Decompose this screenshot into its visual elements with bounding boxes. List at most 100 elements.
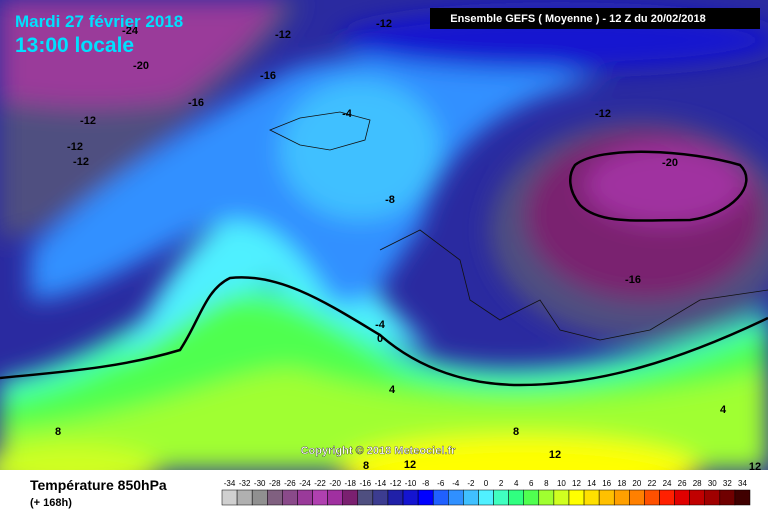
scale-swatch <box>508 489 524 506</box>
contour-label: -12 <box>73 156 89 168</box>
contour-label: 8 <box>513 426 519 438</box>
contour-label: -12 <box>67 141 83 153</box>
contour-label: -16 <box>625 274 641 286</box>
scale-label: 20 <box>632 479 641 488</box>
contour-label: 0 <box>377 333 383 345</box>
contour-label: -24 <box>122 25 139 37</box>
scale-label: -2 <box>467 479 475 488</box>
contour-label: -12 <box>275 29 291 41</box>
scale-swatch <box>644 489 660 506</box>
scale-swatch <box>523 489 540 506</box>
scale-swatch <box>221 489 238 506</box>
scale-label: -32 <box>239 479 251 488</box>
scale-swatch <box>613 489 630 506</box>
minus20-isotherm <box>569 150 748 222</box>
scale-label: -30 <box>254 479 266 488</box>
field-title: Température 850hPa <box>30 477 167 493</box>
local-time: 13:00 locale <box>15 34 134 57</box>
contour-label: -12 <box>80 115 96 127</box>
scale-swatch <box>674 489 690 506</box>
scale-label: 12 <box>572 479 581 488</box>
scale-swatch <box>553 489 570 506</box>
contour-label: -16 <box>260 70 276 82</box>
scale-swatch <box>734 489 751 506</box>
scale-swatch <box>478 489 494 506</box>
scale-label: 14 <box>587 479 596 488</box>
contour-label: 8 <box>363 460 369 472</box>
scale-swatch <box>297 489 313 506</box>
contour-label: 12 <box>549 449 561 461</box>
contour-label: -12 <box>595 108 611 120</box>
date: Mardi 27 février 2018 <box>15 12 183 31</box>
scale-label: 32 <box>723 479 732 488</box>
zero-isotherm <box>0 276 768 387</box>
scale-label: 30 <box>708 479 717 488</box>
contour-label: 12 <box>749 461 761 473</box>
scale-label: 34 <box>738 479 747 488</box>
scale-label: -28 <box>269 479 281 488</box>
scale-swatch <box>342 489 359 506</box>
scale-swatch <box>583 489 600 506</box>
scale-swatch <box>236 489 253 506</box>
scale-label: -16 <box>360 479 372 488</box>
scale-swatch <box>629 489 645 506</box>
scale-swatch <box>312 489 328 506</box>
scale-swatch <box>267 489 283 506</box>
scale-label: 26 <box>678 479 687 488</box>
scale-swatch <box>357 489 374 506</box>
scale-swatch <box>719 489 736 506</box>
scale-swatch <box>689 489 705 506</box>
scale-label: -8 <box>422 479 430 488</box>
contour-label: 8 <box>55 426 61 438</box>
color-scale: -34 -32 -30 -28 -26 -24 -22 -20 -18 -16 -14 -12 -10-… <box>221 479 751 506</box>
scale-swatch <box>327 489 343 506</box>
scale-label: 6 <box>529 479 534 488</box>
scale-label: 10 <box>557 479 566 488</box>
scale-label: -4 <box>452 479 460 488</box>
scale-label: -24 <box>299 479 311 488</box>
copyright: Copyright © 2018 Meteociel.fr <box>301 445 457 457</box>
contour-label: -20 <box>662 157 678 169</box>
scale-label: -20 <box>329 479 341 488</box>
scale-label: -14 <box>375 479 387 488</box>
scale-label: 4 <box>514 479 519 488</box>
scale-swatch <box>251 489 268 506</box>
scale-swatch <box>538 489 555 506</box>
scale-label: 8 <box>544 479 549 488</box>
scale-swatch <box>432 489 449 506</box>
scale-label: 28 <box>693 479 702 488</box>
coastline <box>269 111 371 151</box>
scale-label: 16 <box>602 479 611 488</box>
scale-swatch <box>372 489 389 506</box>
lead-time: (+ 168h) <box>30 497 72 509</box>
contour-label: -4 <box>375 319 386 331</box>
scale-label: -18 <box>344 479 356 488</box>
scale-swatch <box>659 489 675 506</box>
run-box <box>430 8 760 29</box>
scale-label: 2 <box>499 479 504 488</box>
run-info: Ensemble GEFS ( Moyenne ) - 12 Z du 20/0… <box>450 13 706 25</box>
scale-label: 18 <box>617 479 626 488</box>
scale-label: 0 <box>484 479 489 488</box>
scale-swatch <box>463 489 479 506</box>
contour-label: 12 <box>404 459 416 471</box>
scale-swatch <box>402 489 419 506</box>
contour-label: 4 <box>389 384 396 396</box>
scale-label: 24 <box>663 479 672 488</box>
contour-label: 4 <box>720 404 727 416</box>
scale-swatch <box>598 489 615 506</box>
scale-swatch <box>493 489 509 506</box>
scale-label: -6 <box>437 479 445 488</box>
contour-label: -12 <box>376 18 392 30</box>
contour-label: -16 <box>188 97 204 109</box>
scale-swatch <box>387 489 404 506</box>
scale-swatch <box>568 489 585 506</box>
scale-label: -22 <box>314 479 326 488</box>
scale-label: -12 <box>390 479 402 488</box>
scale-swatch <box>704 489 721 506</box>
scale-label: -10 <box>405 479 417 488</box>
contour-label: -20 <box>133 60 149 72</box>
scale-swatch <box>448 489 464 506</box>
coastline <box>379 229 768 341</box>
